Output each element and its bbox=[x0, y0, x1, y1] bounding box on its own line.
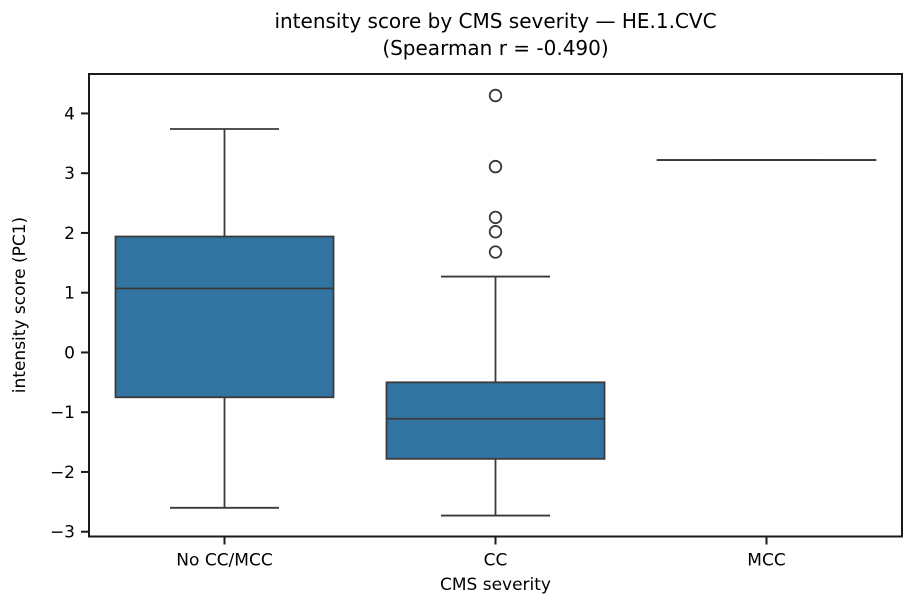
x-tick-label-no-cc-mcc: No CC/MCC bbox=[176, 551, 272, 571]
outlier-point bbox=[488, 159, 503, 174]
boxplot-cc bbox=[385, 88, 606, 517]
y-tick-label: 2 bbox=[64, 224, 75, 244]
outlier-point bbox=[488, 88, 503, 103]
boxplot-no-cc-mcc bbox=[114, 128, 335, 509]
outlier-point bbox=[488, 225, 503, 239]
iqr-box bbox=[385, 381, 606, 460]
y-tick-label: −1 bbox=[50, 403, 75, 423]
y-tick-label: 0 bbox=[64, 343, 75, 363]
chart-subtitle: (Spearman r = -0.490) bbox=[382, 36, 609, 60]
x-axis-label: CMS severity bbox=[439, 575, 551, 595]
x-tick-label-mcc: MCC bbox=[747, 551, 785, 571]
y-tick-label: 3 bbox=[64, 164, 75, 184]
x-axis-ticks: No CC/MCC CC MCC bbox=[176, 536, 786, 571]
chart-title: intensity score by CMS severity — HE.1.C… bbox=[274, 9, 717, 33]
outlier-point bbox=[488, 245, 503, 259]
iqr-box bbox=[114, 235, 335, 399]
y-tick-label: −3 bbox=[50, 523, 75, 543]
chart-title-block: intensity score by CMS severity — HE.1.C… bbox=[89, 8, 902, 62]
y-axis-ticks: −3 −2 −1 0 1 2 3 4 bbox=[50, 104, 89, 543]
x-tick-label-cc: CC bbox=[484, 551, 508, 571]
y-tick-label: 4 bbox=[64, 104, 75, 124]
y-tick-label: 1 bbox=[64, 284, 75, 304]
y-axis-label: intensity score (PC1) bbox=[10, 216, 30, 394]
outlier-point bbox=[488, 210, 503, 225]
y-tick-label: −2 bbox=[50, 463, 75, 483]
